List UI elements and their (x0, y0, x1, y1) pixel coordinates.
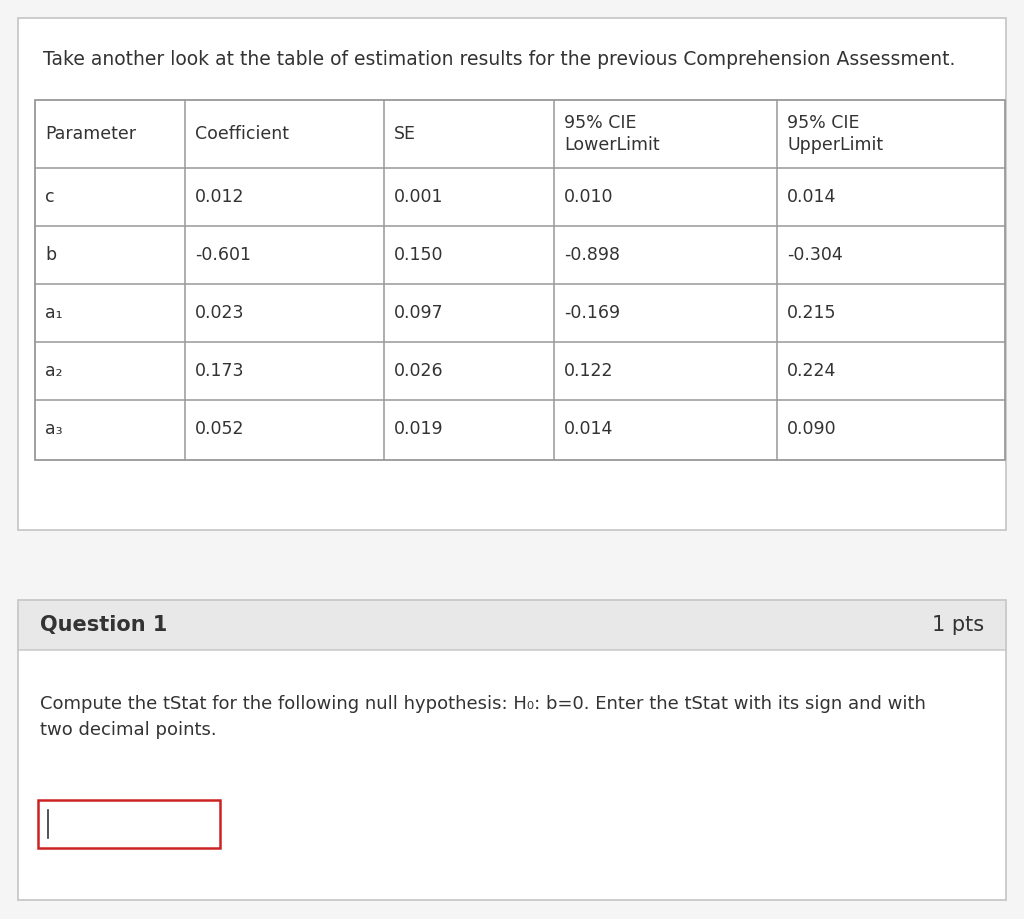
Text: a₂: a₂ (45, 362, 62, 380)
FancyBboxPatch shape (38, 800, 220, 848)
Text: -0.304: -0.304 (787, 246, 843, 264)
Text: 0.122: 0.122 (564, 362, 613, 380)
Text: 0.215: 0.215 (787, 304, 837, 322)
Text: 0.010: 0.010 (564, 188, 613, 206)
Text: a₃: a₃ (45, 420, 62, 438)
Text: Question 1: Question 1 (40, 615, 167, 635)
Text: 0.224: 0.224 (787, 362, 837, 380)
Text: 0.001: 0.001 (394, 188, 443, 206)
FancyBboxPatch shape (35, 100, 1005, 460)
Text: Compute the tStat for the following null hypothesis: H₀: b=0. Enter the tStat wi: Compute the tStat for the following null… (40, 695, 926, 713)
FancyBboxPatch shape (18, 18, 1006, 530)
Text: 0.019: 0.019 (394, 420, 443, 438)
Text: a₁: a₁ (45, 304, 62, 322)
Text: Take another look at the table of estimation results for the previous Comprehens: Take another look at the table of estima… (43, 50, 955, 69)
Text: 0.012: 0.012 (196, 188, 245, 206)
Text: b: b (45, 246, 56, 264)
Text: 0.090: 0.090 (787, 420, 837, 438)
Text: Coefficient: Coefficient (196, 125, 290, 143)
Text: 95% CIE
LowerLimit: 95% CIE LowerLimit (564, 114, 659, 154)
Text: 0.023: 0.023 (196, 304, 245, 322)
Text: 1 pts: 1 pts (932, 615, 984, 635)
Text: 0.014: 0.014 (787, 188, 837, 206)
Text: 0.052: 0.052 (196, 420, 245, 438)
Text: c: c (45, 188, 54, 206)
Text: -0.601: -0.601 (196, 246, 251, 264)
Text: SE: SE (394, 125, 416, 143)
Text: 0.014: 0.014 (564, 420, 613, 438)
Text: 0.150: 0.150 (394, 246, 443, 264)
Text: -0.169: -0.169 (564, 304, 621, 322)
Text: 0.097: 0.097 (394, 304, 443, 322)
Text: 0.173: 0.173 (196, 362, 245, 380)
FancyBboxPatch shape (18, 650, 1006, 900)
FancyBboxPatch shape (18, 600, 1006, 650)
Text: Parameter: Parameter (45, 125, 136, 143)
Text: two decimal points.: two decimal points. (40, 721, 217, 739)
Text: 95% CIE
UpperLimit: 95% CIE UpperLimit (787, 114, 883, 154)
Text: 0.026: 0.026 (394, 362, 443, 380)
Text: -0.898: -0.898 (564, 246, 620, 264)
